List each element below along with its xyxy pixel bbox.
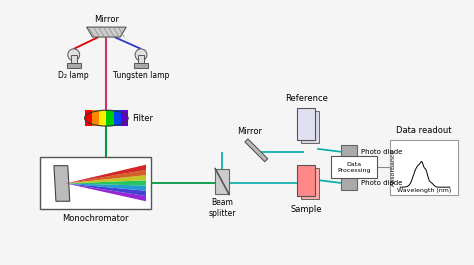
Polygon shape bbox=[66, 170, 146, 183]
Text: Tungsten lamp: Tungsten lamp bbox=[113, 71, 169, 80]
Circle shape bbox=[135, 49, 147, 61]
Bar bbox=[301, 111, 319, 143]
Bar bbox=[85, 110, 92, 126]
Polygon shape bbox=[215, 169, 229, 194]
Bar bbox=[138, 55, 144, 63]
Polygon shape bbox=[66, 165, 146, 183]
Polygon shape bbox=[128, 106, 131, 130]
Text: Beam
splitter: Beam splitter bbox=[209, 198, 236, 218]
Text: Sample: Sample bbox=[291, 205, 322, 214]
Polygon shape bbox=[66, 175, 146, 183]
Bar bbox=[341, 176, 357, 190]
Text: Data readout: Data readout bbox=[396, 126, 452, 135]
Polygon shape bbox=[245, 139, 268, 162]
Ellipse shape bbox=[85, 110, 128, 126]
Text: Reference: Reference bbox=[285, 94, 328, 103]
Bar bbox=[40, 157, 151, 209]
Polygon shape bbox=[66, 183, 146, 191]
Text: Data
Processing: Data Processing bbox=[337, 162, 371, 173]
Bar bbox=[341, 145, 357, 159]
Text: Filter: Filter bbox=[132, 114, 153, 123]
Text: Photo diode: Photo diode bbox=[361, 180, 402, 186]
Text: Wavelength (nm): Wavelength (nm) bbox=[397, 188, 451, 193]
Bar bbox=[92, 110, 100, 126]
Bar bbox=[134, 63, 148, 68]
Bar bbox=[297, 108, 315, 140]
Bar bbox=[106, 110, 114, 126]
Bar bbox=[71, 55, 77, 63]
Polygon shape bbox=[66, 180, 146, 185]
Text: Photo diode: Photo diode bbox=[361, 149, 402, 155]
Text: Absorbance: Absorbance bbox=[391, 149, 396, 186]
Bar bbox=[301, 168, 319, 199]
Bar bbox=[121, 110, 128, 126]
Bar bbox=[331, 157, 376, 178]
Polygon shape bbox=[54, 166, 70, 201]
Text: D₂ lamp: D₂ lamp bbox=[58, 71, 89, 80]
Polygon shape bbox=[87, 27, 126, 37]
Bar bbox=[391, 140, 458, 195]
Text: Monochromator: Monochromator bbox=[62, 214, 129, 223]
Polygon shape bbox=[66, 183, 146, 201]
Text: Mirror: Mirror bbox=[237, 127, 263, 136]
Bar bbox=[114, 110, 121, 126]
Polygon shape bbox=[82, 106, 85, 130]
Bar bbox=[67, 63, 81, 68]
Polygon shape bbox=[66, 183, 146, 196]
Bar bbox=[297, 165, 315, 196]
Bar bbox=[99, 110, 107, 126]
Circle shape bbox=[68, 49, 80, 61]
Text: Mirror: Mirror bbox=[94, 15, 119, 24]
